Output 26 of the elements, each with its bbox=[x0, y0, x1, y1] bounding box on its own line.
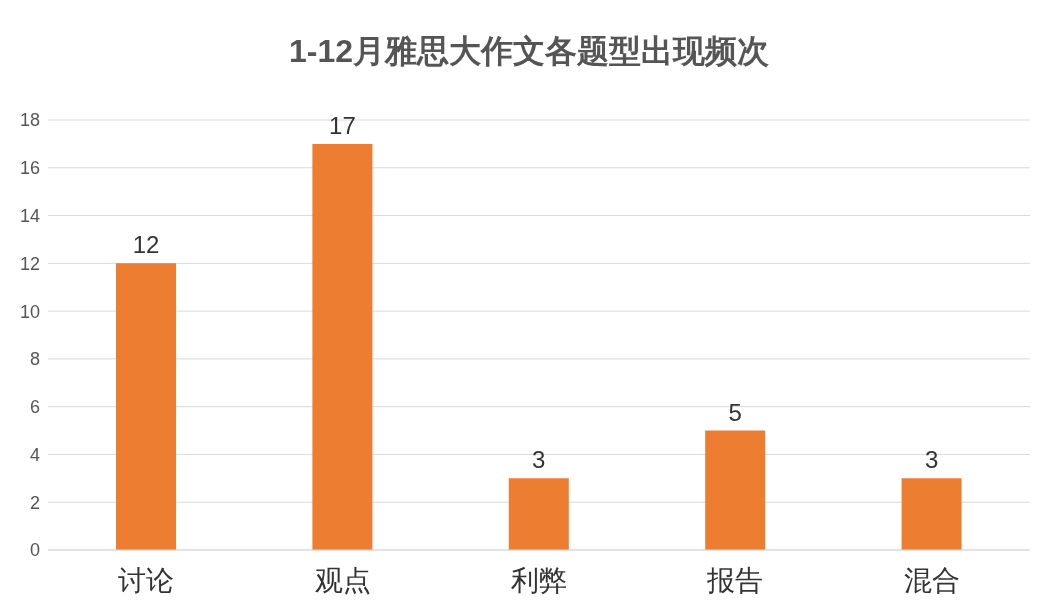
y-tick-label: 14 bbox=[19, 205, 40, 226]
chart-title: 1-12月雅思大作文各题型出现频次 bbox=[287, 32, 770, 71]
data-label: 12 bbox=[132, 231, 160, 259]
y-tick-label: 6 bbox=[29, 397, 40, 418]
data-label: 3 bbox=[924, 446, 939, 474]
x-tick-label: 讨论 bbox=[118, 564, 175, 596]
data-label: 17 bbox=[329, 111, 356, 139]
x-tick-label: 混合 bbox=[903, 564, 960, 596]
y-tick-label: 0 bbox=[29, 540, 40, 561]
x-tick-label: 报告 bbox=[706, 564, 764, 596]
y-tick-label: 8 bbox=[29, 349, 40, 370]
y-tick-label: 10 bbox=[19, 301, 40, 322]
y-tick-label: 12 bbox=[19, 253, 40, 274]
bar bbox=[312, 143, 373, 550]
bar bbox=[116, 263, 176, 550]
bar bbox=[508, 478, 569, 550]
y-tick-label: 4 bbox=[29, 444, 40, 465]
data-label: 3 bbox=[532, 446, 546, 474]
data-label: 5 bbox=[728, 398, 742, 426]
y-tick-label: 18 bbox=[19, 110, 40, 131]
bar bbox=[705, 430, 766, 550]
x-tick-label: 利弊 bbox=[511, 564, 567, 596]
y-tick-label: 16 bbox=[19, 158, 40, 179]
bar bbox=[901, 478, 962, 550]
x-tick-label: 观点 bbox=[314, 564, 371, 596]
y-tick-label: 2 bbox=[29, 492, 40, 513]
